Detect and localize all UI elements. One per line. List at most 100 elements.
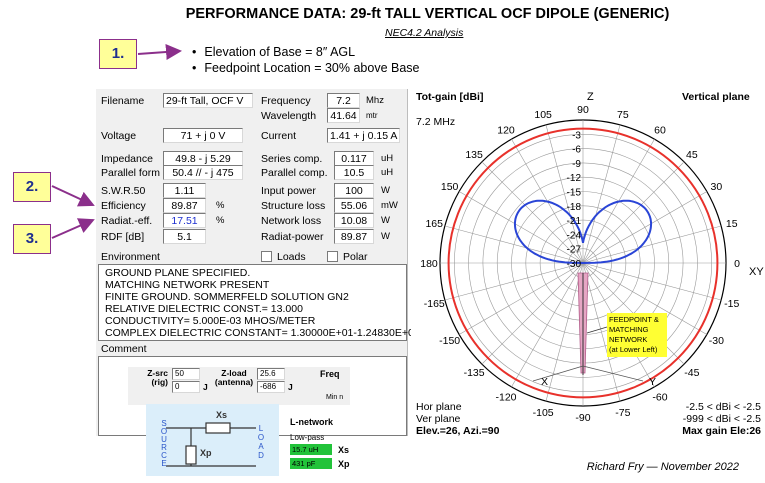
comment-label: Comment [101,343,147,355]
polar-gain-labels: -3 -6 -9 -12 -15 -18 -21 -24 -27 -30 [567,130,582,270]
polar-checkbox[interactable] [327,251,338,262]
arrow-1 [137,44,182,60]
polar-plane-title: Vertical plane [682,91,750,103]
structure-loss-field: 55.06 [334,198,374,213]
angle-label: 120 [497,125,515,137]
angle-label: -150 [439,335,460,347]
impedance-field: 49.8 - j 5.29 [163,151,243,166]
angle-label: 75 [617,109,629,121]
feedpoint-note-line: NETWORK [609,335,647,344]
ver-range: -999 < dBi < -2.5 [683,413,761,425]
author-credit: Richard Fry — November 2022 [586,461,739,473]
loads-checkbox[interactable] [261,251,272,262]
hor-plane-label: Hor plane [416,401,462,413]
angle-label: 30 [711,181,723,193]
bullet-elevation: Elevation of Base = 8″ AGL [192,45,419,61]
env-line: MATCHING NETWORK PRESENT [105,279,270,291]
network-loss-label: Network loss [261,215,322,227]
xs-symbol: Xs [216,410,228,420]
frequency-label: Frequency [261,95,311,107]
ver-plane-label: Ver plane [416,413,461,425]
zload-x-field[interactable]: -686 [257,381,285,393]
zsrc-label: Z-src (rig) [147,368,168,387]
grid-radial [481,161,584,264]
filename-field[interactable]: 29-ft Tall, OCF V [163,93,253,108]
feedpoint-note-line: (at Lower Left) [609,345,658,354]
gain-tick-label: -30 [567,259,582,270]
angle-label: 60 [654,125,666,137]
xp-component [185,445,197,465]
swr-label: S.W.R.50 [101,185,146,197]
angle-label: 105 [534,109,552,121]
y-axis-line [582,365,644,382]
gain-tick-label: -18 [567,202,582,213]
radiat-eff-field: 17.51 [163,213,206,228]
series-comp-label: Series comp. [261,153,323,165]
angle-label: -60 [652,391,667,403]
input-power-label: Input power [261,185,316,197]
y-axis-label: Y [649,376,656,388]
env-line: GROUND PLANE SPECIFIED. [105,267,251,279]
polar-angle-labels: 0 15 30 45 60 75 90 105 120 135 150 165 180 -165 -150 -… [420,104,740,424]
grid-radial [444,225,584,264]
environment-textbox[interactable]: GROUND PLANE SPECIFIED. MATCHING NETWORK… [98,264,420,341]
angle-label: -90 [575,412,590,424]
input-power-unit: W [381,185,390,196]
angle-label: 165 [425,218,443,230]
zsrc-x-field[interactable]: 0 [172,381,200,393]
max-gain: Max gain Ele:26 [682,425,761,436]
efficiency-unit: % [216,200,225,211]
angle-label: -15 [724,298,739,310]
z-axis-label: Z [587,91,594,103]
radiat-eff-label: Radiat.-eff. [101,215,153,227]
grid-radial [582,124,621,264]
angle-label: -45 [684,367,699,379]
angle-label: 15 [726,218,738,230]
angle-label: -135 [464,367,485,379]
swr-field: 1.11 [163,183,206,198]
frequency-field[interactable]: 7.2 [327,93,360,108]
feedpoint-note-line: MATCHING [609,325,649,334]
rdf-label: RDF [dB] [101,231,145,243]
parallel-comp-label: Parallel comp. [261,167,328,179]
hor-plane-curve [447,127,719,399]
voltage-field: 71 + j 0 V [163,128,243,143]
page-title: PERFORMANCE DATA: 29-ft TALL VERTICAL OC… [185,6,670,22]
grid-radial [582,262,621,402]
gain-tick-label: -3 [572,130,581,141]
gain-tick-label: -9 [572,159,581,170]
angle-label: -165 [424,298,445,310]
current-field: 1.41 + j 0.15 A [327,128,400,143]
parallel-form-field: 50.4 // - j 475 [163,165,243,180]
loads-label: Loads [277,251,306,263]
hor-range: -2.5 < dBi < -2.5 [686,401,761,413]
structure-loss-unit: mW [381,200,398,211]
callout-1: 1. [99,39,137,69]
environment-label: Environment [101,251,160,263]
parallel-comp-field: 10.5 [334,165,374,180]
x-axis-label: X [541,376,548,388]
efficiency-label: Efficiency [101,200,146,212]
input-power-field[interactable]: 100 [334,183,374,198]
page-subtitle: NEC4.2 Analysis [385,27,464,39]
parallel-comp-unit: uH [381,167,394,178]
grid-radial [582,161,685,264]
env-line: RELATIVE DIELECTRIC CONST.= 13.000 [105,303,303,315]
polar-frequency: 7.2 MHz [416,116,455,128]
angle-label: 90 [577,104,589,116]
feedpoint-note-line: FEEDPOINT & [609,315,659,324]
gain-tick-label: -21 [567,216,582,227]
angle-label: 180 [420,258,438,270]
zload-j-label: J [288,382,293,392]
lnetwork-title: L-network [290,417,334,427]
gain-tick-label: -6 [572,145,581,156]
arrow-3 [51,218,95,239]
zsrc-r-field[interactable]: 50 [172,368,200,380]
gain-tick-label: -12 [567,173,582,184]
grid-radial [582,262,707,335]
zload-r-field[interactable]: 25.6 [257,368,285,380]
frequency-unit: Mhz [366,95,384,106]
network-schematic [146,404,279,476]
network-loss-field: 10.08 [334,213,374,228]
